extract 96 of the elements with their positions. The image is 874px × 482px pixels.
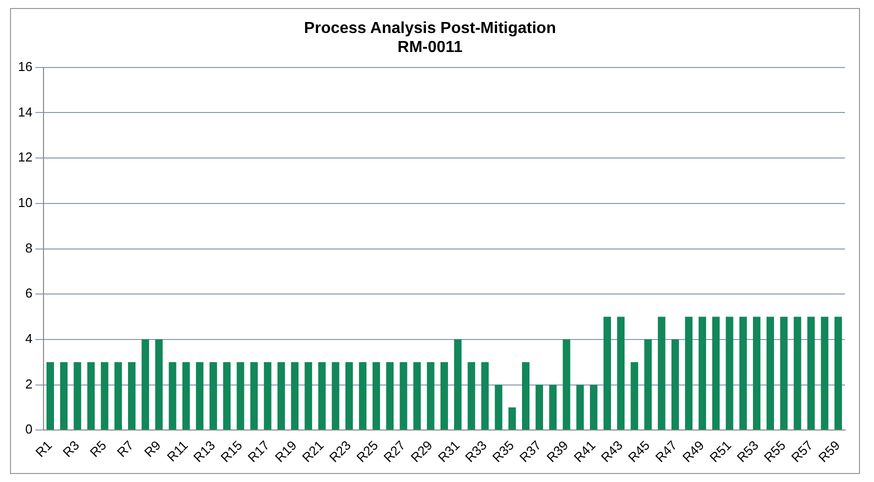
bar: [644, 339, 652, 430]
y-tick-label: 2: [25, 376, 32, 392]
bar: [223, 362, 231, 430]
bar: [780, 316, 788, 430]
bar: [834, 316, 842, 430]
bar: [685, 316, 693, 430]
bar: [468, 362, 476, 430]
bar: [630, 362, 638, 430]
bar: [386, 362, 394, 430]
bar: [413, 362, 421, 430]
bar: [291, 362, 299, 430]
bar: [60, 362, 68, 430]
bar: [807, 316, 815, 430]
bar: [549, 384, 557, 430]
x-tick-label: R39: [544, 438, 572, 466]
bar: [142, 339, 150, 430]
y-tick-label: 12: [18, 150, 32, 165]
chart-title: Process Analysis Post-Mitigation RM-0011: [304, 20, 556, 56]
bar: [87, 362, 95, 430]
x-tick-label: R31: [434, 438, 462, 466]
x-tick-label: R29: [408, 438, 436, 466]
x-tick-label: R41: [570, 438, 598, 466]
y-tick-label: 4: [25, 331, 32, 346]
bar: [155, 339, 163, 430]
y-tick-label: 6: [25, 286, 32, 301]
bar: [658, 316, 666, 430]
bar: [712, 316, 720, 430]
y-tick-label: 10: [18, 194, 32, 210]
x-tick-label: R53: [734, 438, 762, 466]
bar: [400, 362, 408, 430]
x-tick-label: R1: [32, 438, 55, 460]
bar: [304, 362, 312, 430]
bar: [196, 362, 204, 430]
bar: [236, 362, 244, 430]
bar: [698, 316, 706, 430]
x-tick-label: R55: [761, 438, 789, 466]
bar: [536, 384, 544, 430]
bar: [617, 316, 625, 430]
bar: [128, 362, 136, 430]
y-tick-label: 16: [18, 58, 32, 74]
x-tick-label: R51: [706, 438, 734, 466]
bar: [264, 362, 272, 430]
bar: [358, 362, 366, 430]
bar: [739, 316, 747, 430]
bar: [494, 384, 502, 430]
bar: [562, 339, 570, 430]
bar: [46, 362, 54, 430]
bar: [454, 339, 462, 430]
bar: [250, 362, 258, 430]
x-tick-label: R59: [815, 438, 843, 466]
x-tick-label: R49: [680, 438, 708, 466]
bar: [794, 316, 802, 430]
bar: [726, 316, 734, 430]
bar: [168, 362, 176, 430]
x-tick-label: R3: [60, 438, 82, 460]
bar: [752, 316, 760, 430]
x-tick-label: R43: [598, 438, 626, 466]
bar: [481, 362, 489, 430]
bar: [576, 384, 584, 430]
bar: [508, 407, 516, 430]
bar: [100, 362, 108, 430]
bar: [426, 362, 434, 430]
bar: [318, 362, 326, 430]
x-tick-label: R21: [299, 438, 327, 466]
bar: [671, 339, 679, 430]
x-tick-label: R23: [326, 438, 354, 466]
x-tick-label: R15: [218, 438, 246, 466]
x-tick-label: R19: [272, 438, 300, 466]
y-tick-label: 0: [25, 422, 32, 437]
y-tick-label: 14: [18, 104, 32, 120]
x-tick-label: R33: [462, 438, 490, 466]
bar: [345, 362, 353, 430]
bar: [372, 362, 380, 430]
bar: [820, 316, 828, 430]
bar: [114, 362, 122, 430]
bar: [277, 362, 285, 430]
bar: [332, 362, 340, 430]
x-tick-label: R17: [244, 438, 272, 466]
x-tick-label: R57: [788, 438, 816, 466]
x-tick-label: R25: [353, 438, 381, 466]
x-tick-label: R7: [114, 438, 136, 460]
bar: [182, 362, 190, 430]
x-tick-label: R13: [190, 438, 218, 466]
bar: [604, 316, 611, 430]
x-tick-label: R5: [86, 438, 110, 460]
x-tick-label: R11: [164, 438, 191, 464]
x-tick-label: R35: [489, 438, 517, 466]
bar: [440, 362, 448, 430]
y-tick-label: 8: [25, 240, 32, 256]
bar: [590, 384, 598, 430]
x-tick-label: R45: [625, 438, 653, 466]
bar: [74, 362, 82, 430]
bar: [210, 362, 218, 430]
bar: [522, 362, 530, 430]
bar: [766, 316, 774, 430]
x-tick-label: R9: [141, 438, 164, 460]
